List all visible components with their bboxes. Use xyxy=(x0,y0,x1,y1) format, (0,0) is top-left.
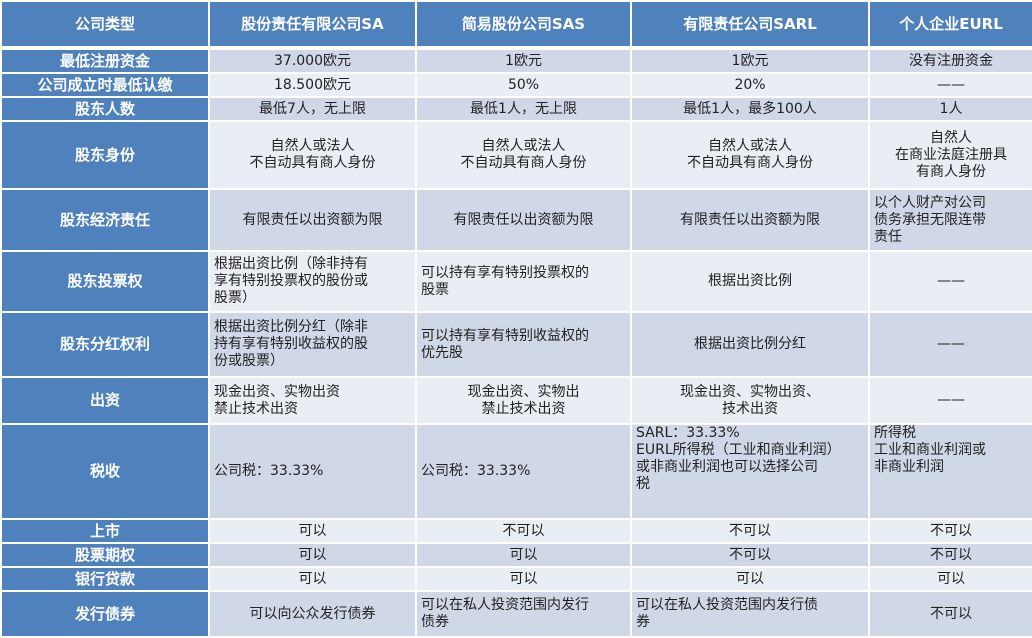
table-cell: 50% xyxy=(415,72,632,98)
table-cell: 根据出资比例分红（除非 持有享有特别收益权的股 份或股票） xyxy=(208,311,417,378)
table-cell: 公司税：33.33% xyxy=(415,423,632,520)
row-label: 出资 xyxy=(0,376,210,425)
table-row: 税收 公司税：33.33% 公司税：33.33% SARL：33.33% EURL所得… xyxy=(0,423,1032,520)
table-cell: 现金出资、实物出 禁止技术出资 xyxy=(415,376,632,425)
table-row: 上市 可以 不可以 不可以 不可以 xyxy=(0,518,1032,544)
row-label: 股东经济责任 xyxy=(0,188,210,252)
table-row: 银行贷款 可以 可以 可以 可以 xyxy=(0,566,1032,592)
table-cell: 最低7人，无上限 xyxy=(208,96,417,122)
table-row: 股东身份 自然人或法人 不自动具有商人身份 自然人或法人 不自动具有商人身份 自然人或… xyxy=(0,120,1032,190)
table-cell: 现金出资、实物出资、 技术出资 xyxy=(630,376,870,425)
table-cell: 自然人 在商业法庭注册具 有商人身份 xyxy=(868,120,1032,190)
table-cell: 不可以 xyxy=(868,590,1032,638)
table-cell: 不可以 xyxy=(630,518,870,544)
table-cell: 最低1人，最多100人 xyxy=(630,96,870,122)
table-cell: 自然人或法人 不自动具有商人身份 xyxy=(208,120,417,190)
table-cell: 可以 xyxy=(208,518,417,544)
row-label: 股东人数 xyxy=(0,96,210,122)
row-label: 股东分红权利 xyxy=(0,311,210,378)
row-label: 发行债券 xyxy=(0,590,210,638)
table-cell: SARL：33.33% EURL所得税（工业和商业利润） 或非商业利润也可以选择… xyxy=(630,423,870,520)
row-label: 最低注册资金 xyxy=(0,47,210,74)
row-label: 公司成立时最低认缴 xyxy=(0,72,210,98)
table-row: 最低注册资金 37.000欧元 1欧元 1欧元 没有注册资金 xyxy=(0,47,1032,74)
table-cell: 自然人或法人 不自动具有商人身份 xyxy=(415,120,632,190)
table-cell: 根据出资比例分红 xyxy=(630,311,870,378)
table-row: 出资 现金出资、实物出资 禁止技术出资 现金出资、实物出 禁止技术出资 现金出资、实物… xyxy=(0,376,1032,425)
table-row: 公司成立时最低认缴 18.500欧元 50% 20% —— xyxy=(0,72,1032,98)
row-label: 银行贷款 xyxy=(0,566,210,592)
table-cell: 可以 xyxy=(868,566,1032,592)
table-cell: 1欧元 xyxy=(630,47,870,74)
table-cell: —— xyxy=(868,376,1032,425)
table-cell: 有限责任以出资额为限 xyxy=(630,188,870,252)
table-cell: 以个人财产对公司 债务承担无限连带 责任 xyxy=(868,188,1032,252)
table-cell: 可以 xyxy=(415,542,632,568)
table-cell: 自然人或法人 不自动具有商人身份 xyxy=(630,120,870,190)
table-cell: 可以向公众发行债券 xyxy=(208,590,417,638)
table-cell: 不可以 xyxy=(415,518,632,544)
table-row: 股票期权 可以 可以 不可以 不可以 xyxy=(0,542,1032,568)
table-cell: 可以 xyxy=(630,566,870,592)
table-row: 股东分红权利 根据出资比例分红（除非 持有享有特别收益权的股 份或股票） 可以持有享… xyxy=(0,311,1032,378)
table-cell: 所得税 工业和商业利润或 非商业利润 xyxy=(868,423,1032,520)
column-header: 个人企业EURL xyxy=(868,0,1032,50)
table-cell: 有限责任以出资额为限 xyxy=(415,188,632,252)
table-cell: 1欧元 xyxy=(415,47,632,74)
column-header: 有限责任公司SARL xyxy=(630,0,870,50)
header-row: 公司类型 股份责任有限公司SA 简易股份公司SAS 有限责任公司SARL 个人企业EUR… xyxy=(0,0,1032,50)
table-cell: 公司税：33.33% xyxy=(208,423,417,520)
table-cell: 不可以 xyxy=(630,542,870,568)
table-cell: —— xyxy=(868,250,1032,313)
row-label: 税收 xyxy=(0,423,210,520)
table-cell: 可以在私人投资范围内发行 债券 xyxy=(415,590,632,638)
table-cell: 1人 xyxy=(868,96,1032,122)
table-cell: 不可以 xyxy=(868,542,1032,568)
row-label: 股东投票权 xyxy=(0,250,210,313)
table-cell: 根据出资比例（除非持有 享有特别投票权的股份或 股票） xyxy=(208,250,417,313)
table-cell: 可以在私人投资范围内发行债 券 xyxy=(630,590,870,638)
row-label: 上市 xyxy=(0,518,210,544)
table-cell: 可以持有享有特别投票权的 股票 xyxy=(415,250,632,313)
column-header: 股份责任有限公司SA xyxy=(208,0,417,50)
table-cell: —— xyxy=(868,72,1032,98)
table-cell: 不可以 xyxy=(868,518,1032,544)
table-cell: 可以 xyxy=(415,566,632,592)
row-label: 股东身份 xyxy=(0,120,210,190)
column-header: 公司类型 xyxy=(0,0,210,50)
column-header: 简易股份公司SAS xyxy=(415,0,632,50)
table-cell: 最低1人，无上限 xyxy=(415,96,632,122)
table-cell: 可以 xyxy=(208,542,417,568)
table-row: 发行债券 可以向公众发行债券 可以在私人投资范围内发行 债券 可以在私人投资范围内发行… xyxy=(0,590,1032,638)
table-cell: 根据出资比例 xyxy=(630,250,870,313)
table-cell: 可以 xyxy=(208,566,417,592)
row-label: 股票期权 xyxy=(0,542,210,568)
table-cell: 现金出资、实物出资 禁止技术出资 xyxy=(208,376,417,425)
table-row: 股东人数 最低7人，无上限 最低1人，无上限 最低1人，最多100人 1人 xyxy=(0,96,1032,122)
table-cell: 37.000欧元 xyxy=(208,47,417,74)
table-cell: 有限责任以出资额为限 xyxy=(208,188,417,252)
table-cell: 可以持有享有特别收益权的 优先股 xyxy=(415,311,632,378)
table-cell: 18.500欧元 xyxy=(208,72,417,98)
table-cell: 没有注册资金 xyxy=(868,47,1032,74)
table-cell: —— xyxy=(868,311,1032,378)
table-row: 股东经济责任 有限责任以出资额为限 有限责任以出资额为限 有限责任以出资额为限 以个人财… xyxy=(0,188,1032,252)
table-cell: 20% xyxy=(630,72,870,98)
table-row: 股东投票权 根据出资比例（除非持有 享有特别投票权的股份或 股票） 可以持有享有特别… xyxy=(0,250,1032,313)
